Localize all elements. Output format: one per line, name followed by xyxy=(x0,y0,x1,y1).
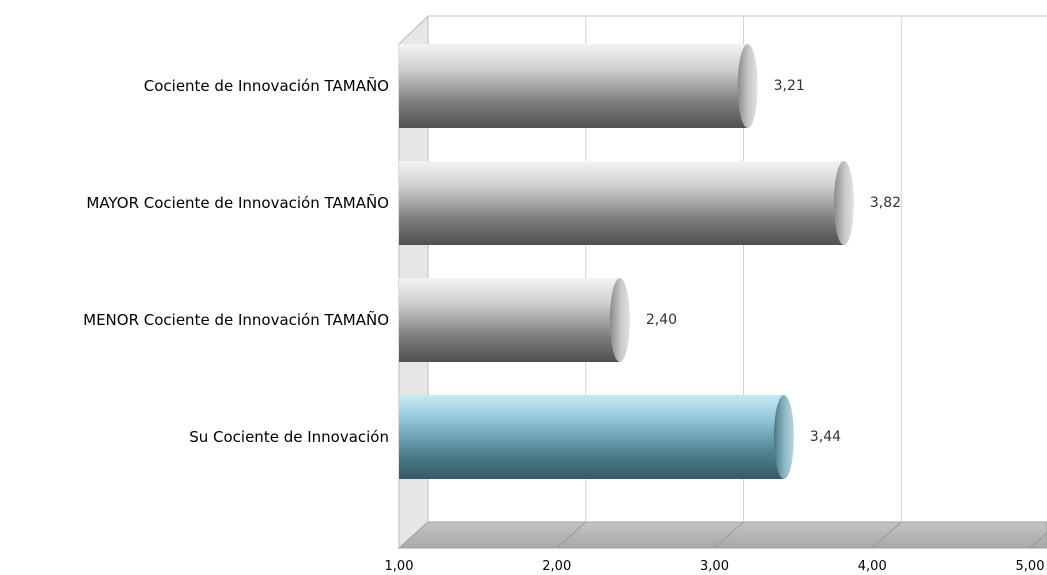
x-axis-tick-labels: 1,00 2,00 3,00 4,00 5,00 xyxy=(385,559,1045,574)
data-label: 3,44 xyxy=(810,429,841,445)
floor-gridline xyxy=(1029,532,1047,549)
bars xyxy=(399,44,854,479)
floor-gridline xyxy=(714,521,744,549)
data-label: 3,21 xyxy=(774,78,805,94)
category-label: Su Cociente de Innovación xyxy=(189,428,389,446)
data-label: 3,82 xyxy=(870,195,901,211)
chart-floor xyxy=(397,521,1047,549)
bar xyxy=(399,161,844,245)
data-labels: 3,21 3,82 2,40 3,44 xyxy=(646,78,901,445)
category-label: Cociente de Innovación TAMAÑO xyxy=(144,76,389,95)
data-label: 2,40 xyxy=(646,312,677,328)
floor-gridline xyxy=(871,521,902,549)
x-tick-label: 5,00 xyxy=(1016,559,1045,574)
x-tick-label: 2,00 xyxy=(542,559,571,574)
bar-end-cap xyxy=(773,395,794,479)
x-tick-label: 4,00 xyxy=(858,559,887,574)
bar-end-cap xyxy=(609,278,630,362)
bar xyxy=(399,44,748,128)
floor-gridline xyxy=(556,521,587,549)
bar xyxy=(399,278,620,362)
x-tick-label: 3,00 xyxy=(700,559,729,574)
category-labels: Cociente de Innovación TAMAÑO MAYOR Cocie… xyxy=(83,76,389,446)
category-label: MENOR Cociente de Innovación TAMAÑO xyxy=(83,310,389,329)
bar-end-cap xyxy=(737,44,758,128)
bar-end-cap xyxy=(833,161,854,245)
x-tick-label: 1,00 xyxy=(385,559,414,574)
bar xyxy=(399,395,784,479)
category-label: MAYOR Cociente de Innovación TAMAÑO xyxy=(86,193,389,212)
